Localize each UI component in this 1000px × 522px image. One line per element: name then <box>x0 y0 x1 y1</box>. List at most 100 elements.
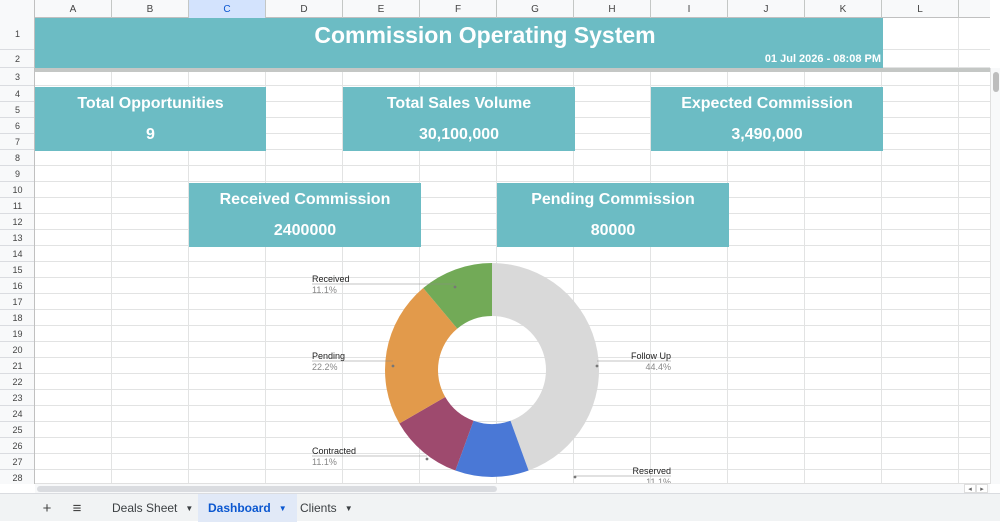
column-header-c[interactable]: C <box>189 0 266 18</box>
row-header-2[interactable]: 2 <box>0 50 34 68</box>
row-header-28[interactable]: 28 <box>0 470 34 484</box>
row-header-3[interactable]: 3 <box>0 68 34 86</box>
chevron-down-icon[interactable]: ▼ <box>185 503 194 513</box>
card-received-commission[interactable]: Received Commission 2400000 <box>189 183 421 247</box>
add-sheet-icon[interactable]: + <box>42 499 52 517</box>
column-header-j[interactable]: J <box>728 0 805 18</box>
column-header-e[interactable]: E <box>343 0 420 18</box>
title-banner: Commission Operating System 01 Jul 2026 … <box>35 18 883 68</box>
card-value: 30,100,000 <box>418 126 500 143</box>
card-value: 2400000 <box>273 222 337 239</box>
card-total-sales-volume[interactable]: Total Sales Volume 30,100,000 <box>343 87 575 151</box>
row-header-27[interactable]: 27 <box>0 454 34 470</box>
donut-slice-reserved[interactable] <box>455 420 529 477</box>
horizontal-scroll-thumb[interactable] <box>37 486 497 492</box>
row-header-13[interactable]: 13 <box>0 230 34 246</box>
slice-percent: 11.1% <box>312 285 337 295</box>
row-header-22[interactable]: 22 <box>0 374 34 390</box>
all-sheets-menu-icon[interactable]: ≡ <box>72 499 82 517</box>
column-header-h[interactable]: H <box>574 0 651 18</box>
row-header-1[interactable]: 1 <box>0 18 34 50</box>
row-header-23[interactable]: 23 <box>0 390 34 406</box>
column-header-a[interactable]: A <box>35 0 112 18</box>
column-gridline <box>265 18 266 484</box>
donut-slice-received[interactable] <box>423 263 492 329</box>
tab-deals-sheet[interactable]: Deals Sheet ▼ <box>102 494 203 522</box>
column-header-b[interactable]: B <box>112 0 189 18</box>
commission-status-donut-chart[interactable]: Follow Up44.4%Reserved11.1%Contracted11.… <box>275 258 695 484</box>
card-expected-commission[interactable]: Expected Commission 3,490,000 <box>651 87 883 151</box>
row-gridline <box>35 165 990 166</box>
column-gridline <box>573 18 574 484</box>
vertical-scrollbar[interactable] <box>990 68 1000 484</box>
slice-percent: 11.1% <box>312 457 337 467</box>
card-label: Total Opportunities <box>77 95 224 112</box>
row-gridline <box>35 85 990 86</box>
row-header-12[interactable]: 12 <box>0 214 34 230</box>
column-gridline <box>650 18 651 484</box>
donut-slice-pending[interactable] <box>385 288 458 424</box>
column-header-l[interactable]: L <box>882 0 959 18</box>
row-header-11[interactable]: 11 <box>0 198 34 214</box>
slice-label: Received <box>312 274 350 284</box>
slice-label: Reserved <box>632 466 671 476</box>
card-total-opportunities[interactable]: Total Opportunities 9 <box>35 87 266 151</box>
row-header-16[interactable]: 16 <box>0 278 34 294</box>
column-gridline <box>727 18 728 484</box>
row-header-bar: 1 2 3 4 5 6 7 8 9 10 11 12 13 14 15 16 17 18 19 20 21 22 23 24 2… <box>0 18 35 484</box>
column-header-d[interactable]: D <box>266 0 343 18</box>
vertical-scroll-thumb[interactable] <box>993 72 999 92</box>
column-gridline <box>881 18 882 484</box>
tab-label: Dashboard <box>208 501 271 515</box>
card-value: 9 <box>146 126 155 143</box>
tab-dashboard[interactable]: Dashboard ▼ <box>198 494 297 522</box>
scroll-left-icon[interactable]: ◂ <box>964 484 976 493</box>
slice-label: Contracted <box>312 446 356 456</box>
scroll-right-icon[interactable]: ▸ <box>976 484 988 493</box>
column-header-f[interactable]: F <box>420 0 497 18</box>
row-header-14[interactable]: 14 <box>0 246 34 262</box>
column-gridline <box>188 18 189 484</box>
column-gridline <box>111 18 112 484</box>
row-header-26[interactable]: 26 <box>0 438 34 454</box>
row-header-9[interactable]: 9 <box>0 166 34 182</box>
card-pending-commission[interactable]: Pending Commission 80000 <box>497 183 729 247</box>
card-label: Pending Commission <box>531 191 695 208</box>
tab-clients[interactable]: Clients ▼ <box>290 494 363 522</box>
horizontal-scrollbar[interactable]: ◂ ▸ <box>35 483 990 493</box>
row-header-18[interactable]: 18 <box>0 310 34 326</box>
row-header-8[interactable]: 8 <box>0 150 34 166</box>
row-header-7[interactable]: 7 <box>0 134 34 150</box>
row-gridline <box>35 389 990 390</box>
card-label: Expected Commission <box>681 95 853 112</box>
column-header-i[interactable]: I <box>651 0 728 18</box>
row-header-20[interactable]: 20 <box>0 342 34 358</box>
slice-percent: 44.4% <box>645 362 671 372</box>
column-header-g[interactable]: G <box>497 0 574 18</box>
chevron-down-icon[interactable]: ▼ <box>278 503 287 513</box>
donut-slice-follow-up[interactable] <box>492 263 599 471</box>
slice-percent: 11.1% <box>646 477 671 484</box>
row-header-6[interactable]: 6 <box>0 118 34 134</box>
cell-grid[interactable]: Commission Operating System 01 Jul 2026 … <box>35 18 990 484</box>
select-all-corner[interactable] <box>0 0 35 18</box>
row-header-17[interactable]: 17 <box>0 294 34 310</box>
row-header-25[interactable]: 25 <box>0 422 34 438</box>
row-gridline <box>35 325 990 326</box>
row-header-21[interactable]: 21 <box>0 358 34 374</box>
card-value: 3,490,000 <box>731 126 803 143</box>
row-header-15[interactable]: 15 <box>0 262 34 278</box>
row-header-19[interactable]: 19 <box>0 326 34 342</box>
chevron-down-icon[interactable]: ▼ <box>344 503 353 513</box>
row-header-24[interactable]: 24 <box>0 406 34 422</box>
column-gridline <box>958 18 959 484</box>
column-gridline <box>804 18 805 484</box>
column-header-k[interactable]: K <box>805 0 882 18</box>
frozen-rows-divider[interactable] <box>35 68 990 72</box>
donut-slice-contracted[interactable] <box>399 397 474 471</box>
row-header-4[interactable]: 4 <box>0 86 34 102</box>
slice-label: Follow Up <box>631 351 671 361</box>
row-header-10[interactable]: 10 <box>0 182 34 198</box>
row-header-5[interactable]: 5 <box>0 102 34 118</box>
